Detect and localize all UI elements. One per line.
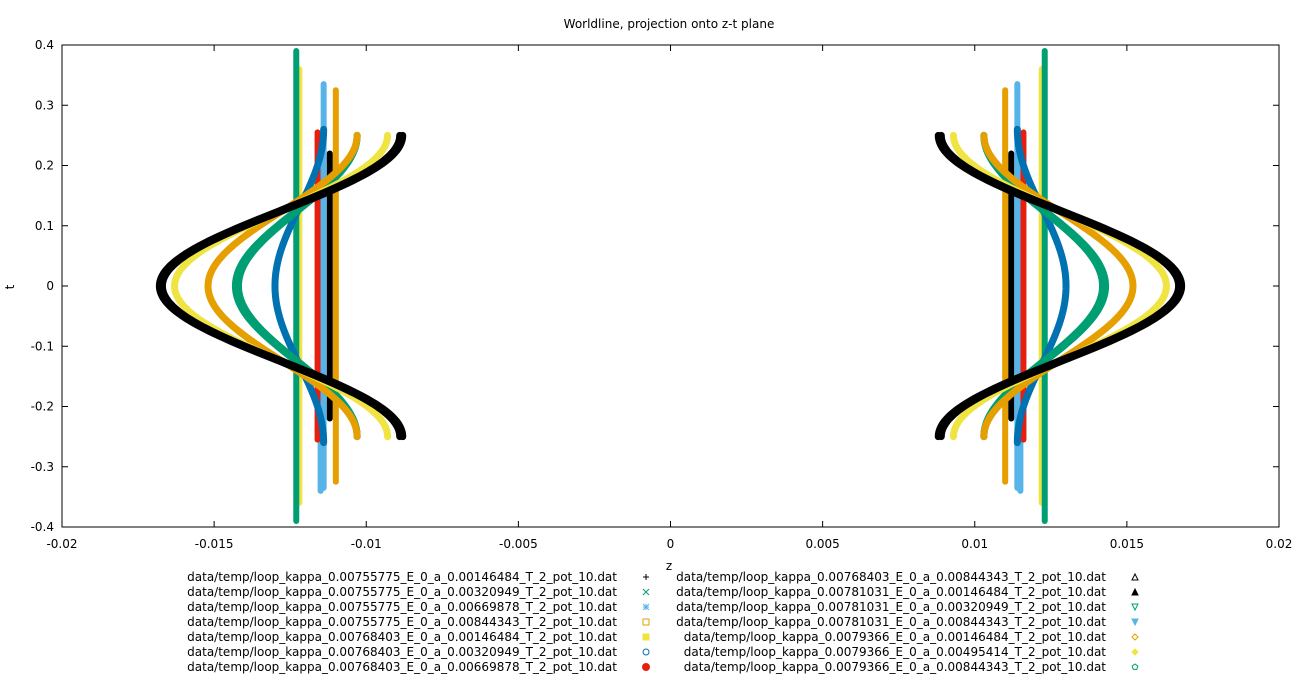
x-tick-label: 0.01: [961, 537, 988, 551]
y-tick-label: 0.3: [35, 98, 54, 112]
y-tick-label: -0.1: [31, 339, 54, 353]
legend-marker-pentagon: [1131, 663, 1139, 670]
legend-marker-circle: [642, 648, 650, 656]
series-line-9-right: [934, 131, 1183, 441]
legend-marker-filled-circle: [642, 663, 650, 671]
y-tick-label: 0.1: [35, 219, 54, 233]
legend-marker-cross: [642, 588, 650, 596]
legend-label: data/temp/loop_kappa_0.00768403_E_0_a_0.…: [187, 660, 617, 674]
x-tick-label: 0.02: [1266, 537, 1293, 551]
series-line-1-left: [155, 131, 404, 441]
legend-label: data/temp/loop_kappa_0.00755775_E_0_a_0.…: [187, 585, 617, 599]
legend-marker-plus: [643, 574, 649, 580]
legend-label: data/temp/loop_kappa_0.00768403_E_0_a_0.…: [676, 570, 1106, 584]
legend-marker-filled-box: [642, 633, 650, 641]
legend-label: data/temp/loop_kappa_0.00768403_E_0_a_0.…: [187, 645, 617, 659]
legend-label: data/temp/loop_kappa_0.00755775_E_0_a_0.…: [187, 570, 617, 584]
series-line-12-right: [980, 131, 1137, 441]
legend-label: data/temp/loop_kappa_0.00781031_E_0_a_0.…: [676, 600, 1106, 614]
x-axis-label: z: [666, 559, 672, 573]
x-tick-label: -0.02: [46, 537, 77, 551]
x-tick-label: -0.015: [195, 537, 234, 551]
legend-marker-filled-diamond: [1131, 648, 1139, 656]
legend-marker-box: [642, 618, 650, 626]
series-line-6-right: [1013, 125, 1070, 447]
legend-label: data/temp/loop_kappa_0.00781031_E_0_a_0.…: [676, 615, 1106, 629]
y-axis-label: t: [3, 284, 17, 289]
series-line-12-left: [204, 131, 361, 441]
x-tick-label: -0.005: [499, 537, 538, 551]
legend-marker-filled-triangle-down: [1131, 618, 1139, 627]
legend-marker-triangle: [1131, 572, 1139, 581]
series-line-9-left: [158, 131, 407, 441]
y-tick-label: -0.2: [31, 400, 54, 414]
chart-title: Worldline, projection onto z-t plane: [564, 17, 775, 31]
y-tick-label: 0.4: [35, 38, 54, 52]
x-tick-label: 0: [667, 537, 675, 551]
legend-label: data/temp/loop_kappa_0.00768403_E_0_a_0.…: [187, 630, 617, 644]
series-curves: [155, 48, 1186, 524]
legend-label: data/temp/loop_kappa_0.0079366_E_0_a_0.0…: [684, 645, 1106, 659]
legend-label: data/temp/loop_kappa_0.00755775_E_0_a_0.…: [187, 600, 617, 614]
legend-label: data/temp/loop_kappa_0.00781031_E_0_a_0.…: [676, 585, 1106, 599]
legend-marker-star: [642, 603, 650, 611]
series-line-1-right: [937, 131, 1186, 441]
y-tick-label: 0: [46, 279, 54, 293]
x-tick-label: 0.015: [1110, 537, 1144, 551]
legend: data/temp/loop_kappa_0.00755775_E_0_a_0.…: [187, 570, 1139, 674]
y-tick-label: 0.2: [35, 159, 54, 173]
legend-label: data/temp/loop_kappa_0.0079366_E_0_a_0.0…: [684, 630, 1106, 644]
y-tick-label: -0.4: [31, 520, 54, 534]
x-tick-label: -0.01: [351, 537, 382, 551]
x-tick-label: 0.005: [805, 537, 839, 551]
legend-marker-diamond: [1131, 633, 1139, 641]
legend-label: data/temp/loop_kappa_0.00755775_E_0_a_0.…: [187, 615, 617, 629]
legend-marker-filled-triangle: [1131, 587, 1139, 596]
series-line-6-left: [271, 125, 328, 447]
y-tick-label: -0.3: [31, 460, 54, 474]
legend-label: data/temp/loop_kappa_0.0079366_E_0_a_0.0…: [684, 660, 1106, 674]
legend-marker-triangle-down: [1131, 603, 1139, 612]
plot-frame: [61, 44, 1280, 528]
axes: -0.02 -0.015 -0.01 -0.005 0 0.005 0.01 0.015 0.0…: [31, 38, 1293, 551]
